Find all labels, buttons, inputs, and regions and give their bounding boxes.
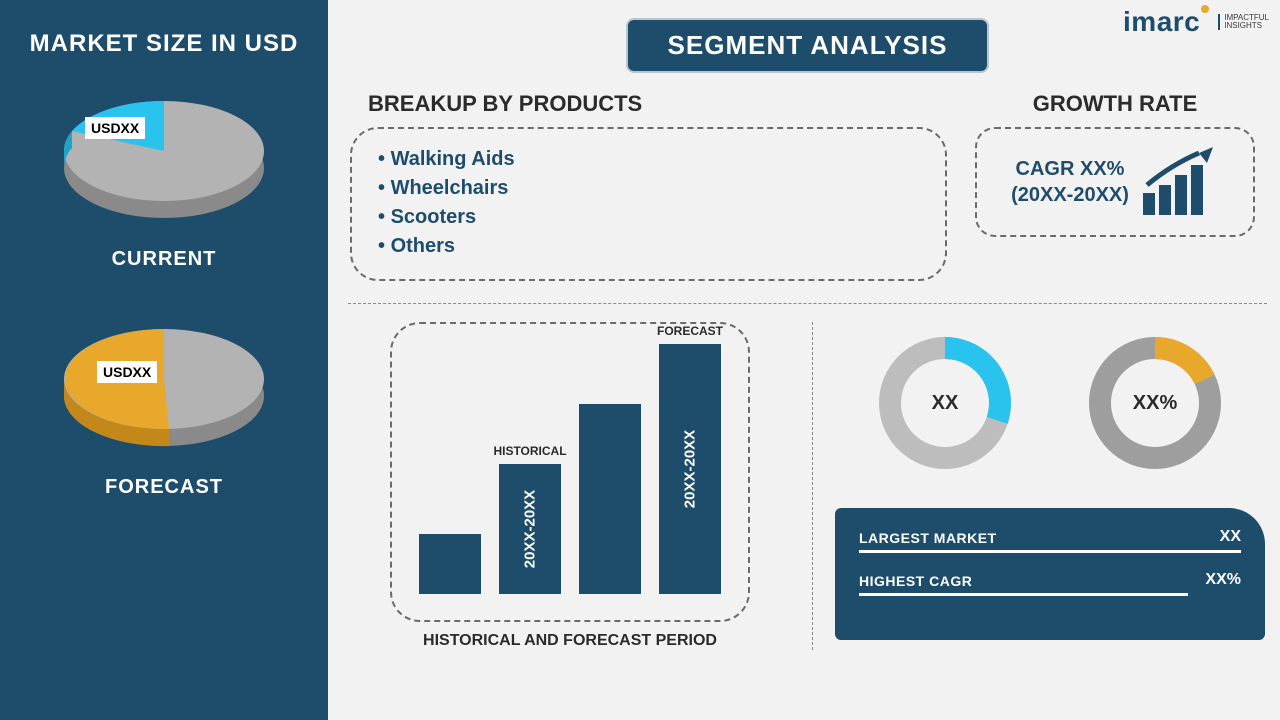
stat-label: HIGHEST CAGR [859,573,972,589]
bar-chart-caption: HISTORICAL AND FORECAST PERIOD [423,632,717,650]
bar: HISTORICAL 20XX-20XX [499,464,561,594]
bar [579,404,641,594]
breakup-list: Walking Aids Wheelchairs Scooters Others [378,145,919,261]
pie-current: USDXX CURRENT [49,83,279,271]
pie-caption-current: CURRENT [112,248,217,271]
breakup-box: Walking Aids Wheelchairs Scooters Others [350,127,947,281]
cagr-text: CAGR XX% (20XX-20XX) [1011,156,1129,208]
divider [812,322,813,650]
list-item: Wheelchairs [378,174,919,203]
metrics-panel: XX XX% LARGEST MARKET XX HIGHEST C [835,322,1265,650]
growth-icon [1141,147,1219,217]
list-item: Walking Aids [378,145,919,174]
stat-underline [859,593,1188,596]
pie-chart-current [49,83,279,233]
sidebar: MARKET SIZE IN USD USDXX CURRENT USDXX F [0,0,328,720]
page-title: SEGMENT ANALYSIS [626,18,990,73]
pie-caption-forecast: FORECAST [105,476,223,499]
main-panel: imarc IMPACTFUL INSIGHTS SEGMENT ANALYSI… [328,0,1280,720]
bar [419,534,481,594]
donut-chart: XX [870,328,1020,478]
pie-forecast: USDXX FORECAST [49,311,279,499]
pie-chart-forecast [49,311,279,461]
stat-value: XX [1220,528,1241,546]
historical-panel: HISTORICAL 20XX-20XX FORECAST 20XX-20XX … [350,322,790,650]
bar: FORECAST 20XX-20XX [659,344,721,594]
stat-underline [859,550,1241,553]
sidebar-title: MARKET SIZE IN USD [30,30,299,58]
list-item: Others [378,232,919,261]
stat-box: LARGEST MARKET XX HIGHEST CAGR XX% [835,508,1265,640]
donut-chart: XX% [1080,328,1230,478]
growth-box: CAGR XX% (20XX-20XX) [975,127,1255,237]
divider [348,303,1267,304]
growth-title: GROWTH RATE [1033,91,1198,117]
logo-dot-icon [1200,1,1210,19]
brand-logo: imarc IMPACTFUL INSIGHTS [1123,6,1269,38]
pie-value-chip: USDXX [97,361,157,383]
breakup-title: BREAKUP BY PRODUCTS [350,91,947,117]
pie-value-chip: USDXX [85,117,145,139]
bar-chart: HISTORICAL 20XX-20XX FORECAST 20XX-20XX [390,322,750,622]
list-item: Scooters [378,203,919,232]
stat-value: XX% [1205,571,1241,589]
stat-label: LARGEST MARKET [859,530,997,546]
